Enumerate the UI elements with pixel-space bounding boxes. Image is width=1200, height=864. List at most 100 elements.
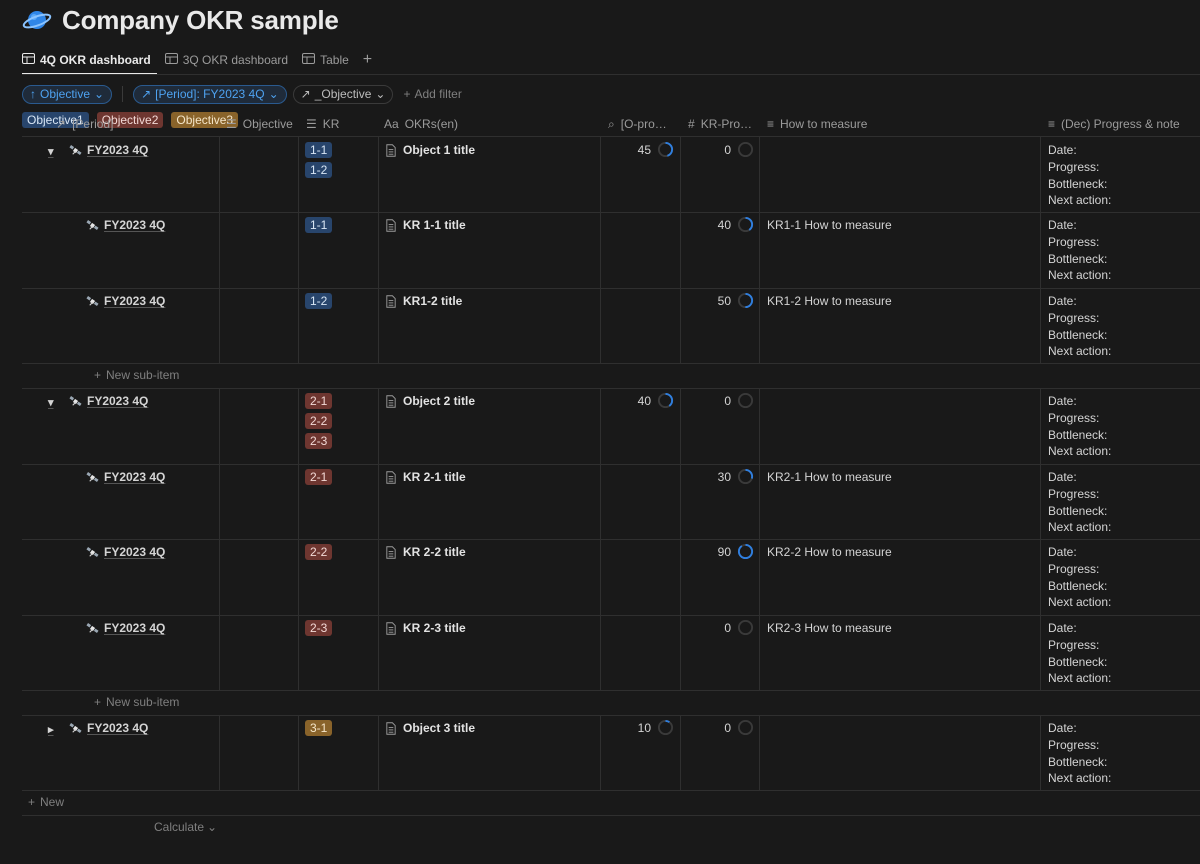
progress-note-line: Date: xyxy=(1048,721,1077,735)
satellite-icon xyxy=(86,295,99,306)
sort-chip[interactable]: ↑ Objective ⌄ xyxy=(22,84,113,104)
progress-note[interactable]: Date: Progress: Bottleneck: Next action: xyxy=(1048,393,1111,460)
tab-table[interactable]: Table xyxy=(302,46,349,74)
how-to-measure-text: KR2-1 How to measure xyxy=(767,470,892,484)
okr-title-link[interactable]: KR 1-1 title xyxy=(385,218,466,232)
period-link[interactable]: ▸ FY2023 4Q xyxy=(48,721,148,736)
column-divider xyxy=(759,212,760,288)
kr-tag[interactable]: 1-2 xyxy=(305,162,333,178)
period-link[interactable]: ▾ FY2023 4Q xyxy=(48,394,149,409)
column-header-objective[interactable]: ☰ Objective xyxy=(226,112,298,136)
column-header-kr[interactable]: ☰ KR xyxy=(306,112,376,136)
table-icon xyxy=(302,53,316,67)
new-row-button[interactable]: + New xyxy=(28,795,64,809)
objective-tag[interactable]: Objective1 xyxy=(22,112,89,128)
progress-note[interactable]: Date: Progress: Bottleneck: Next action: xyxy=(1048,293,1111,360)
add-view-icon[interactable]: + xyxy=(362,51,373,68)
kr-tag[interactable]: 3-1 xyxy=(305,720,333,736)
okr-title-link[interactable]: KR 2-2 title xyxy=(385,545,466,559)
kr-tag[interactable]: 1-2 xyxy=(305,293,333,309)
column-header-label: OKRs(en) xyxy=(404,117,459,131)
progress-ring-icon xyxy=(737,543,754,560)
okr-title-link[interactable]: KR 2-1 title xyxy=(385,470,466,484)
planet-icon[interactable] xyxy=(22,5,52,35)
kr-tag[interactable]: 2-2 xyxy=(305,544,333,560)
kr-tag[interactable]: 2-3 xyxy=(305,620,333,636)
column-header-period[interactable]: ↗ [Period] xyxy=(56,112,216,136)
progress-note-line: Date: xyxy=(1048,218,1077,232)
column-header-progress-note[interactable]: ≡ (Dec) Progress & note xyxy=(1048,112,1200,136)
column-divider xyxy=(378,615,379,690)
column-divider xyxy=(298,539,299,615)
progress-note-line: Bottleneck: xyxy=(1048,503,1108,518)
progress-note-line: Bottleneck: xyxy=(1048,251,1108,266)
period-link[interactable]: FY2023 4Q xyxy=(86,218,165,232)
tab-3q-okr-dashboard[interactable]: 3Q OKR dashboard xyxy=(164,46,288,74)
column-header-o-progress[interactable]: ⌕ [O-pro… xyxy=(608,112,680,136)
kr-progress-value: 50 xyxy=(717,293,731,308)
progress-ring-icon xyxy=(737,719,754,736)
period-label: FY2023 4Q xyxy=(104,218,166,232)
okr-title-link[interactable]: Object 3 title xyxy=(385,721,475,735)
new-sub-item-button[interactable]: + New sub-item xyxy=(94,695,179,709)
progress-note-line: Next action: xyxy=(1048,520,1112,535)
kr-tag[interactable]: 2-1 xyxy=(305,393,333,409)
progress-note[interactable]: Date: Progress: Bottleneck: Next action: xyxy=(1048,142,1111,209)
toggle-expanded-icon[interactable]: ▾ xyxy=(48,397,54,409)
okr-title-link[interactable]: KR1-2 title xyxy=(385,294,462,308)
text-lines-icon: ≡ xyxy=(767,117,775,131)
column-header-okrs[interactable]: Aa OKRs(en) xyxy=(384,112,594,136)
chevron-down-icon: ⌄ xyxy=(268,87,279,101)
kr-tag[interactable]: 1-1 xyxy=(305,142,333,158)
header-divider xyxy=(22,136,1200,137)
tab-4q-okr-dashboard[interactable]: 4Q OKR dashboard xyxy=(22,46,157,75)
progress-note[interactable]: Date: Progress: Bottleneck: Next action: xyxy=(1048,544,1111,611)
new-sub-item-button[interactable]: + New sub-item xyxy=(94,368,179,382)
row-divider xyxy=(22,363,1200,364)
page-title[interactable]: Company OKR sample xyxy=(62,4,339,35)
calculate-button[interactable]: Calculate ⌄ xyxy=(154,820,217,834)
column-divider xyxy=(298,212,299,288)
kr-tag[interactable]: 1-1 xyxy=(305,217,333,233)
kr-tag[interactable]: 2-3 xyxy=(305,433,333,449)
period-link[interactable]: FY2023 4Q xyxy=(86,470,165,484)
period-link[interactable]: ▾ FY2023 4Q xyxy=(48,143,148,158)
kr-tags: 2-1 2-2 2-3 xyxy=(305,393,375,453)
progress-note-line: Progress: xyxy=(1048,410,1100,425)
column-header-label: How to measure xyxy=(780,117,868,131)
column-divider xyxy=(378,137,379,212)
period-link[interactable]: FY2023 4Q xyxy=(86,294,165,308)
table-icon xyxy=(164,53,178,67)
progress-note[interactable]: Date: Progress: Bottleneck: Next action: xyxy=(1048,217,1111,284)
add-filter-button[interactable]: + Add filter xyxy=(399,85,465,104)
o-progress-value: 40 xyxy=(637,393,651,408)
column-divider xyxy=(1040,715,1041,790)
column-header-kr-progress[interactable]: # KR-Pro… xyxy=(688,112,760,136)
period-link[interactable]: FY2023 4Q xyxy=(86,545,165,559)
column-divider xyxy=(680,212,681,288)
period-filter-chip[interactable]: ↗ [Period]: FY2023 4Q ⌄ xyxy=(133,84,287,104)
okr-title-link[interactable]: Object 1 title xyxy=(385,143,475,157)
how-to-measure-text: KR2-2 How to measure xyxy=(767,545,892,559)
period-label: FY2023 4Q xyxy=(87,394,149,408)
toggle-collapsed-icon[interactable]: ▸ xyxy=(48,724,54,736)
column-divider xyxy=(378,715,379,790)
page-header: Company OKR sample xyxy=(22,2,339,38)
progress-note[interactable]: Date: Progress: Bottleneck: Next action: xyxy=(1048,720,1111,787)
objective-tag[interactable]: Objective3 xyxy=(171,112,239,128)
column-divider xyxy=(759,288,760,363)
period-link[interactable]: FY2023 4Q xyxy=(86,621,165,635)
progress-note[interactable]: Date: Progress: Bottleneck: Next action: xyxy=(1048,469,1111,536)
kr-tag[interactable]: 2-1 xyxy=(305,469,333,485)
objective-filter-chip[interactable]: ↗ _Objective ⌄ xyxy=(292,84,394,104)
okr-title-link[interactable]: Object 2 title xyxy=(385,394,475,408)
page-icon xyxy=(386,721,396,735)
objective-tag[interactable]: Objective2 xyxy=(96,112,164,128)
okr-title-link[interactable]: KR 2-3 title xyxy=(385,621,466,635)
progress-note-line: Date: xyxy=(1048,470,1077,484)
toggle-expanded-icon[interactable]: ▾ xyxy=(48,146,54,158)
kr-tag[interactable]: 2-2 xyxy=(305,413,333,429)
progress-note-line: Next action: xyxy=(1048,344,1112,359)
column-header-how-to-measure[interactable]: ≡ How to measure xyxy=(767,112,1037,136)
progress-note[interactable]: Date: Progress: Bottleneck: Next action: xyxy=(1048,620,1111,687)
